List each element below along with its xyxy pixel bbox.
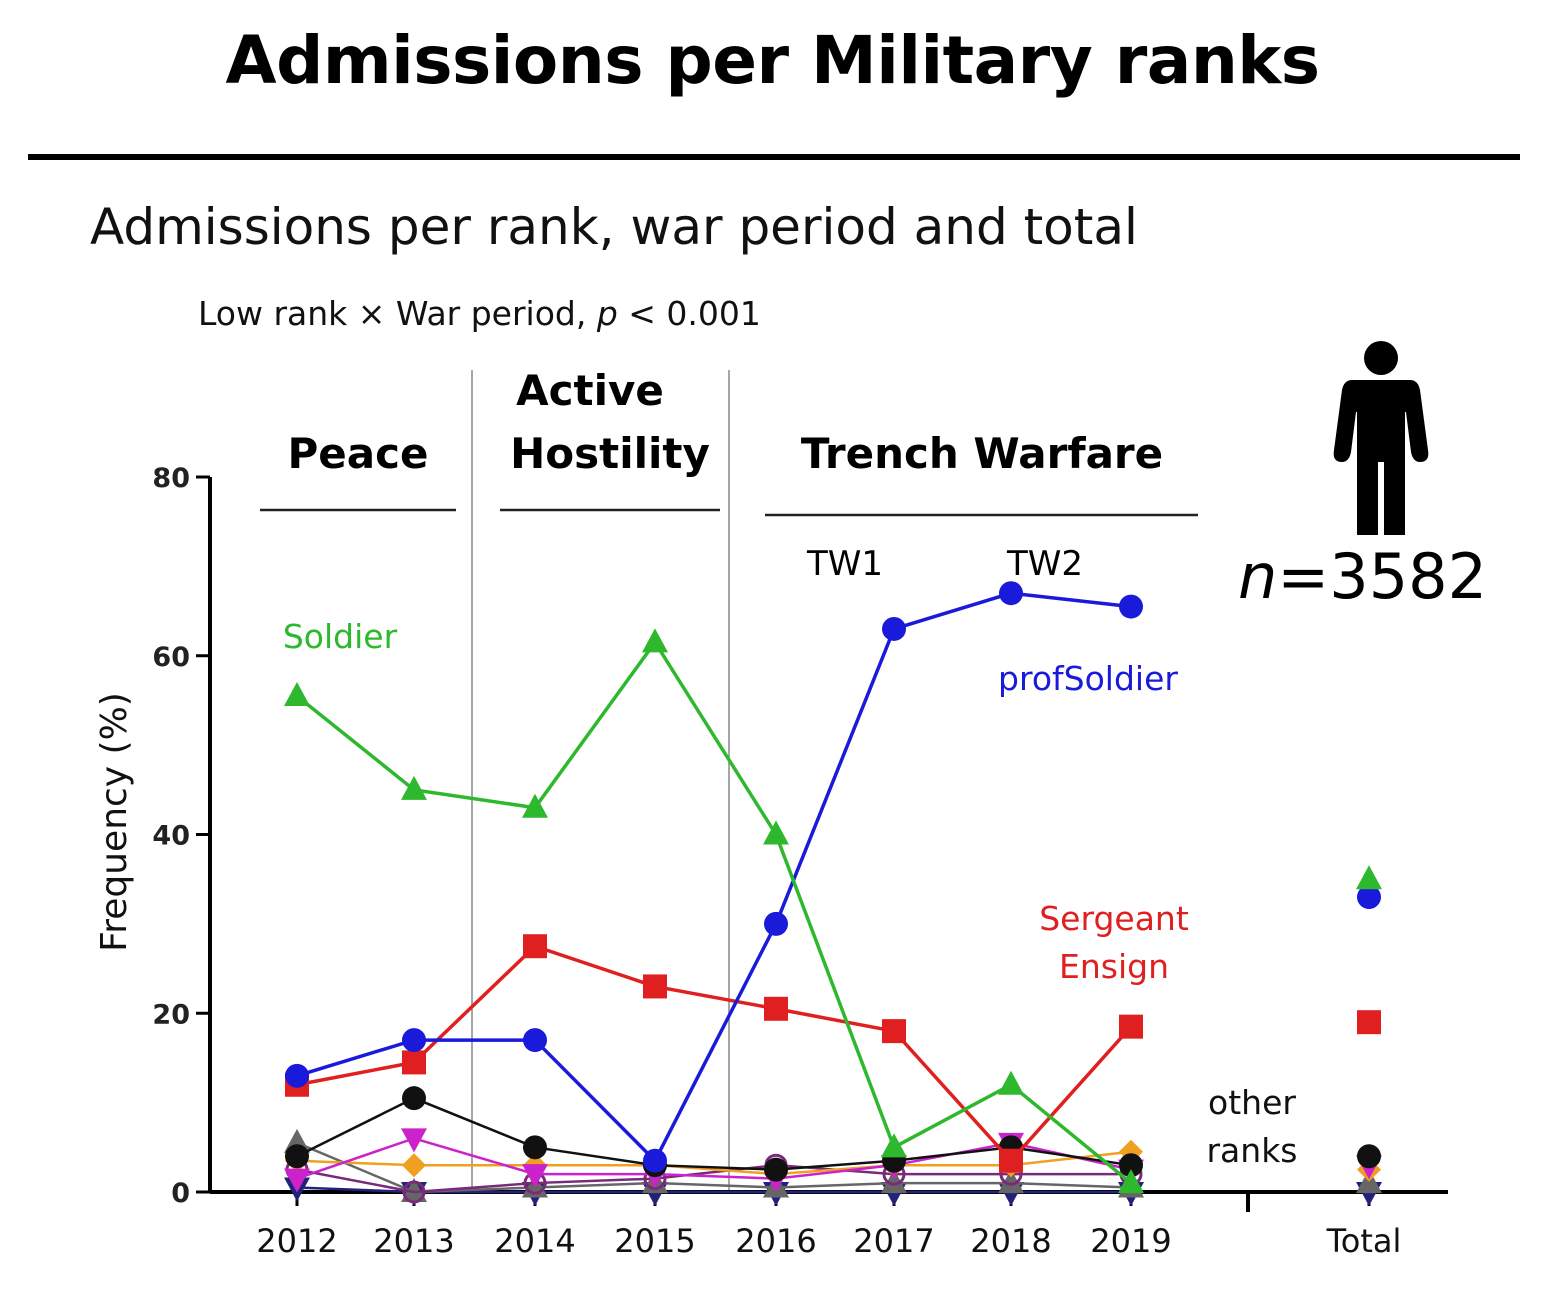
label-soldier: Soldier (283, 617, 398, 656)
data-point (881, 1169, 907, 1194)
data-point (401, 1178, 427, 1202)
title-divider (28, 154, 1520, 160)
data-point (1119, 1014, 1143, 1039)
period-tw1: TW1 (806, 544, 883, 584)
x-tick-label: 2014 (494, 1222, 575, 1260)
y-tick-label: 80 (152, 463, 190, 494)
label-ensign: Ensign (1059, 947, 1169, 986)
y-tick-label: 20 (152, 999, 190, 1030)
series-line (296, 1096, 1132, 1171)
period-tw2: TW2 (1006, 544, 1083, 584)
y-axis-label: Frequency (%) (94, 692, 135, 952)
series-line (296, 591, 1132, 1164)
label-profsoldier: profSoldier (998, 659, 1178, 698)
period-active-2: Hostility (510, 429, 710, 478)
series-2 (285, 1144, 1381, 1204)
series-layer (284, 581, 1382, 1206)
data-point (285, 1063, 309, 1088)
total-point (1357, 1010, 1381, 1035)
data-point (764, 1157, 788, 1182)
data-point (402, 1028, 426, 1053)
period-trench: Trench Warfare (801, 429, 1163, 478)
label-other: other (1208, 1083, 1296, 1122)
data-point (1119, 1153, 1143, 1178)
label-sergeant: Sergeant (1039, 899, 1189, 938)
data-point (402, 1050, 426, 1075)
data-point (999, 581, 1023, 606)
data-point (285, 1144, 309, 1169)
series-7 (285, 581, 1381, 1173)
sample-size: n=3582 (1238, 540, 1487, 613)
data-point (402, 1180, 426, 1204)
person-icon (1333, 341, 1429, 535)
statistics-note: Low rank × War period, p < 0.001 (198, 294, 761, 333)
label-ranks: ranks (1206, 1131, 1297, 1170)
stat-p: p (596, 294, 618, 333)
x-tick-label: 2017 (853, 1222, 934, 1260)
sample-size-n: n (1238, 540, 1278, 613)
data-point (523, 1028, 547, 1053)
series-line (296, 1150, 1132, 1176)
chart-subtitle: Admissions per rank, war period and tota… (90, 198, 1138, 256)
total-point (1357, 885, 1381, 910)
total-point (1356, 865, 1382, 890)
data-point (1119, 594, 1143, 619)
x-tick-label: 2018 (970, 1222, 1051, 1260)
data-point (643, 974, 667, 999)
series-8 (284, 628, 1382, 1194)
x-tick-label: 2013 (373, 1222, 454, 1260)
data-point (523, 1135, 547, 1160)
series-line (296, 1163, 1131, 1194)
data-point (643, 1148, 667, 1173)
x-tick-label-total: Total (1326, 1222, 1402, 1260)
data-point (401, 1128, 427, 1153)
data-point (402, 1086, 426, 1111)
series-line (296, 944, 1133, 1164)
stat-suffix: < 0.001 (617, 294, 761, 333)
series-line (296, 1137, 1132, 1180)
period-peace: Peace (288, 429, 429, 478)
y-tick-label: 60 (152, 642, 190, 673)
period-active-1: Active (516, 366, 664, 415)
data-point (522, 793, 548, 818)
data-point (642, 628, 668, 653)
data-point (998, 1070, 1024, 1095)
data-point (284, 1168, 310, 1193)
data-point (881, 1133, 907, 1158)
x-tick-label: 2012 (256, 1222, 337, 1260)
data-point (523, 934, 547, 959)
data-point (401, 775, 427, 800)
series-line (295, 639, 1133, 1185)
data-point (763, 820, 789, 845)
x-tick-label: 2019 (1090, 1222, 1171, 1260)
x-tick-label: 2015 (614, 1222, 695, 1260)
data-point (999, 1148, 1023, 1173)
data-point (522, 1164, 548, 1189)
data-point (764, 996, 788, 1021)
data-point (764, 911, 788, 936)
data-point (882, 1019, 906, 1044)
sample-size-value: =3582 (1277, 540, 1488, 613)
y-tick-label: 0 (171, 1178, 190, 1209)
x-tick-label: 2016 (735, 1222, 816, 1260)
page-title: Admissions per Military ranks (225, 22, 1320, 99)
data-point (882, 616, 906, 641)
data-point (284, 681, 310, 706)
data-point (998, 1169, 1024, 1194)
data-point (1118, 1169, 1144, 1194)
data-point (402, 1153, 426, 1178)
total-point (1357, 1144, 1381, 1169)
y-tick-label: 40 (152, 821, 190, 852)
stat-prefix: Low rank × War period, (198, 294, 597, 333)
